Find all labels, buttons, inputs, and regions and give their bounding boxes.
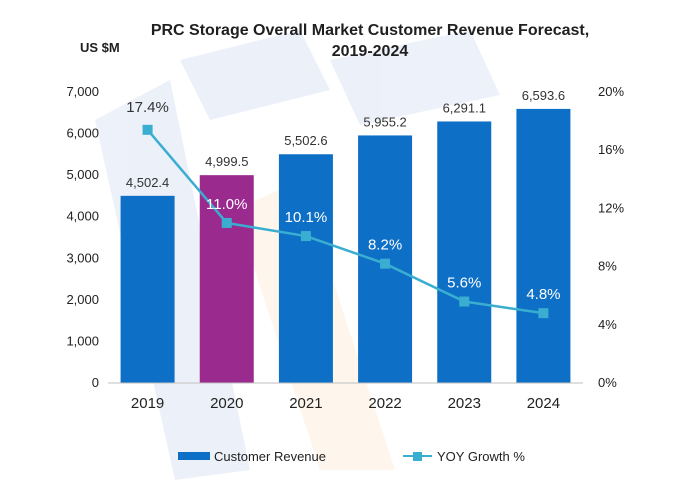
legend-label-yoy-growth: YOY Growth % — [437, 449, 525, 464]
yoy-growth-polyline — [146, 129, 544, 315]
x-tick-label: 2022 — [368, 395, 401, 412]
right-axis-ticks: 0% 4% 8% 12% 16% 20% — [598, 84, 624, 390]
revenue-bar-label: 6,291.1 — [443, 100, 486, 115]
yoy-growth-marker — [380, 258, 391, 269]
revenue-bar — [199, 175, 254, 383]
yoy-growth-label: 10.1% — [285, 209, 328, 226]
yoy-growth-label: 5.6% — [447, 275, 481, 292]
yoy-growth-marker — [300, 231, 311, 242]
revenue-bar — [437, 121, 492, 384]
y-tick-label: 4,000 — [66, 209, 99, 224]
left-axis-ticks: 0 1,000 2,000 3,000 4,000 5,000 6,000 7,000 — [66, 84, 99, 390]
revenue-bar-label: 5,502.6 — [284, 133, 327, 148]
x-tick-label: 2024 — [527, 395, 560, 412]
y2-tick-label: 12% — [598, 200, 624, 215]
legend-label-customer-revenue: Customer Revenue — [214, 449, 326, 464]
y-tick-label: 5,000 — [66, 167, 99, 182]
revenue-bar-label: 4,999.5 — [205, 154, 248, 169]
y2-tick-label: 8% — [598, 259, 617, 274]
yoy-growth-marker — [459, 296, 470, 307]
x-axis-ticks: 2019 2020 2021 2022 2023 2024 — [131, 395, 560, 412]
yoy-growth-label: 4.8% — [526, 286, 560, 303]
y2-tick-label: 20% — [598, 84, 624, 99]
yoy-growth-labels: 17.4% 11.0% 10.1% 8.2% 5.6% 4.8% — [126, 99, 560, 303]
yoy-growth-label: 17.4% — [126, 99, 169, 116]
revenue-bars — [120, 108, 571, 384]
y-tick-label: 1,000 — [66, 333, 99, 348]
y-tick-label: 3,000 — [66, 250, 99, 265]
yoy-growth-label: 8.2% — [368, 237, 402, 254]
legend-swatch-customer-revenue — [178, 452, 210, 460]
x-tick-label: 2020 — [210, 395, 243, 412]
revenue-bar — [516, 108, 571, 384]
x-tick-label: 2023 — [448, 395, 481, 412]
x-tick-label: 2019 — [131, 395, 164, 412]
yoy-growth-marker — [221, 217, 232, 228]
y2-tick-label: 4% — [598, 317, 617, 332]
revenue-bar-label: 6,593.6 — [522, 88, 565, 103]
y2-tick-label: 0% — [598, 375, 617, 390]
revenue-bar-labels: 4,502.4 4,999.5 5,502.6 5,955.2 6,291.1 6,593… — [126, 88, 565, 190]
legend: Customer Revenue YOY Growth % — [178, 449, 525, 464]
chart-subtitle: 2019-2024 — [332, 43, 409, 60]
legend-marker-yoy-growth — [413, 452, 422, 461]
x-tick-label: 2021 — [289, 395, 322, 412]
y-tick-label: 7,000 — [66, 84, 99, 99]
y-tick-label: 2,000 — [66, 292, 99, 307]
yoy-growth-label: 11.0% — [206, 196, 247, 213]
yoy-growth-marker — [142, 124, 153, 135]
yoy-growth-marker — [538, 308, 549, 319]
yoy-growth-line — [142, 124, 549, 319]
revenue-bar — [120, 195, 175, 383]
y-axis-unit-label: US $M — [80, 40, 120, 55]
y-tick-label: 6,000 — [66, 126, 99, 141]
revenue-bar-label: 5,955.2 — [363, 114, 406, 129]
y2-tick-label: 16% — [598, 142, 624, 157]
y-tick-label: 0 — [92, 375, 99, 390]
revenue-bar — [278, 154, 333, 383]
revenue-bar-label: 4,502.4 — [126, 175, 169, 190]
chart-title: PRC Storage Overall Market Customer Reve… — [151, 22, 589, 39]
